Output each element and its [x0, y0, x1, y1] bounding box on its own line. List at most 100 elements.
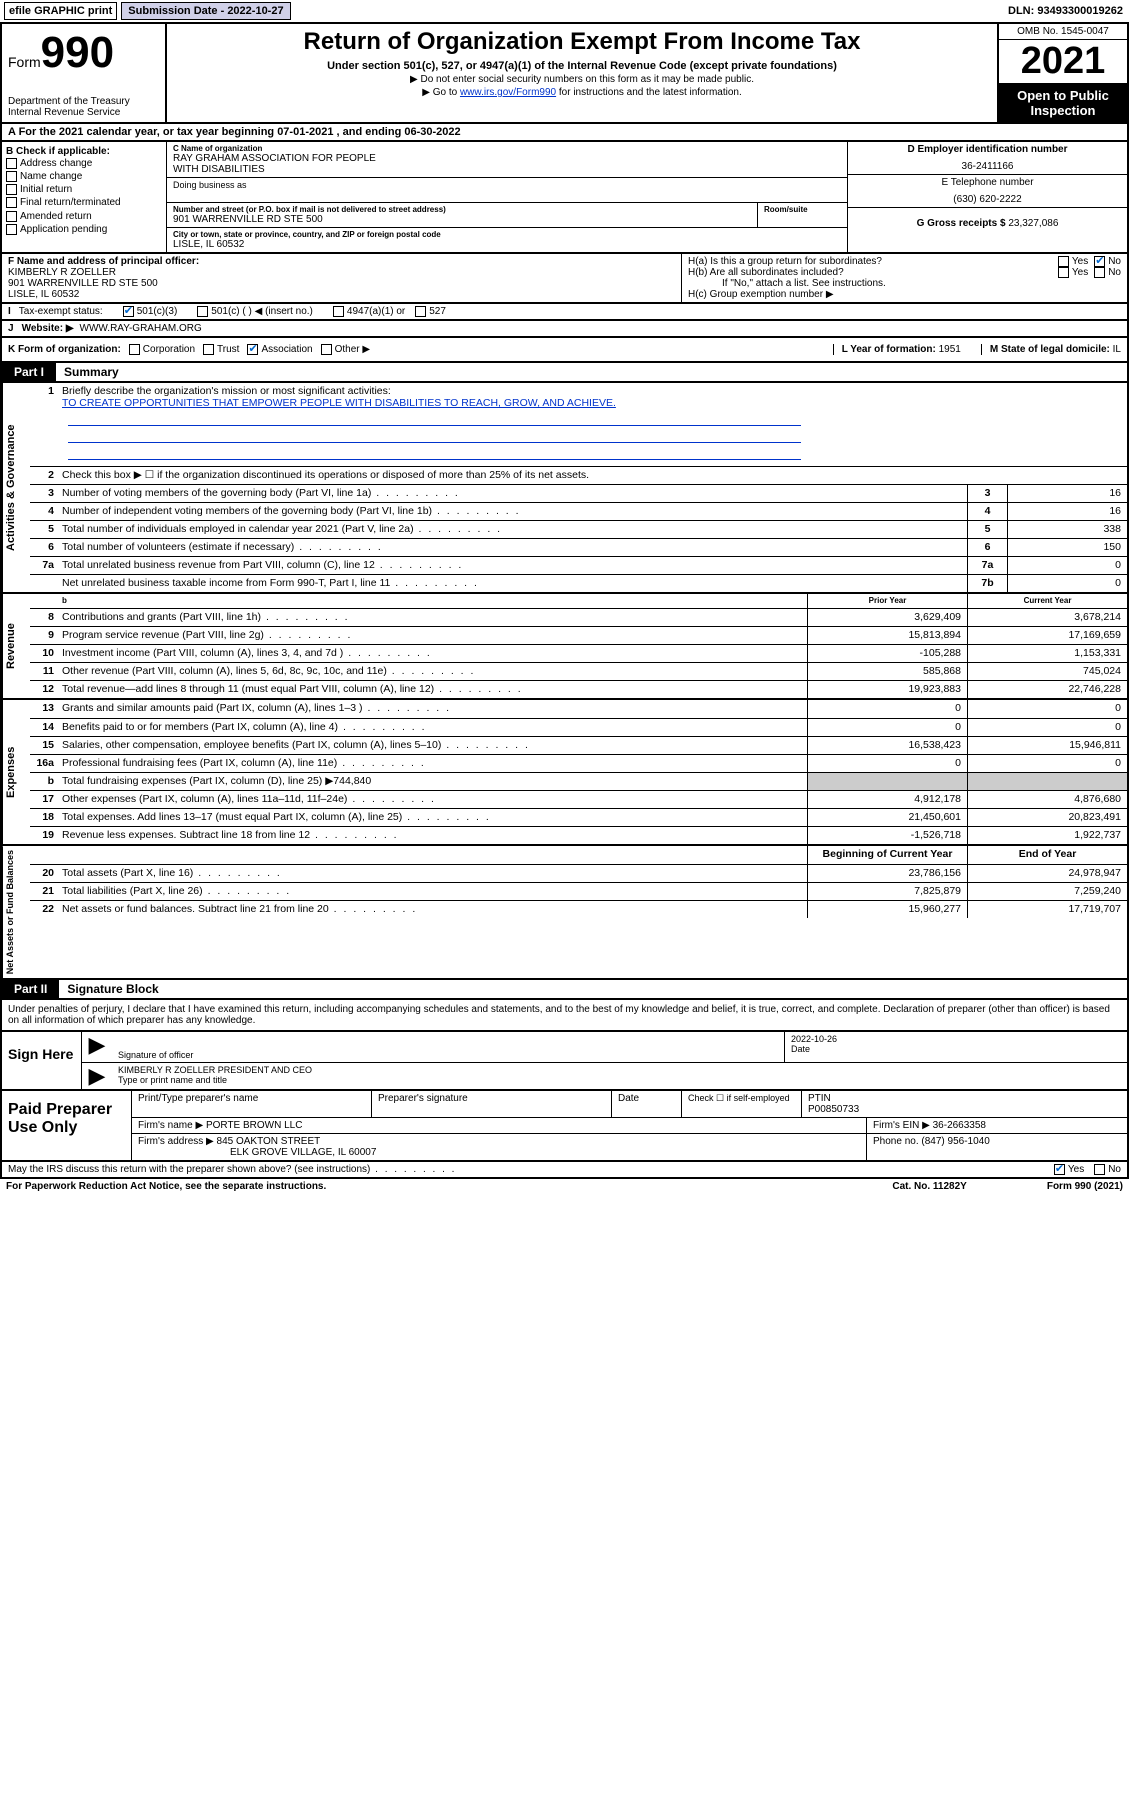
- mission-blank-lines: [62, 409, 807, 464]
- side-expenses: Expenses: [2, 700, 30, 844]
- line-num: 7a: [30, 557, 58, 574]
- phone-label: E Telephone number: [854, 177, 1121, 188]
- cb-address-change[interactable]: Address change: [6, 157, 162, 170]
- line-txt: Total fundraising expenses (Part IX, col…: [58, 773, 807, 790]
- opt-501c: 501(c) ( ) ◀ (insert no.): [211, 306, 313, 317]
- phone-value: (630) 620-2222: [854, 194, 1121, 205]
- line-num: 4: [30, 503, 58, 520]
- line-txt: Salaries, other compensation, employee b…: [58, 737, 807, 754]
- line-val: 150: [1007, 539, 1127, 556]
- hdr-prior-year: Prior Year: [807, 594, 967, 608]
- prep-self-hdr: Check ☐ if self-employed: [682, 1091, 802, 1117]
- line-txt: Total unrelated business revenue from Pa…: [58, 557, 967, 574]
- cb-initial-return[interactable]: Initial return: [6, 183, 162, 196]
- cb-527[interactable]: [415, 306, 426, 317]
- part-i-black: Part I: [2, 363, 56, 381]
- val-prior: 3,629,409: [807, 609, 967, 626]
- cb-final-return[interactable]: Final return/terminated: [6, 196, 162, 209]
- form-title: Return of Organization Exempt From Incom…: [173, 28, 991, 56]
- firm-addr2: ELK GROVE VILLAGE, IL 60007: [230, 1147, 376, 1158]
- line-2-txt: Check this box ▶ ☐ if the organization d…: [58, 467, 1127, 484]
- efile-label: efile GRAPHIC print: [4, 2, 117, 20]
- cb-pending[interactable]: Application pending: [6, 223, 162, 236]
- form-header-right: OMB No. 1545-0047 2021 Open to Public In…: [997, 24, 1127, 122]
- line-num: 12: [30, 681, 58, 698]
- mission-text[interactable]: TO CREATE OPPORTUNITIES THAT EMPOWER PEO…: [62, 397, 616, 409]
- sig-arrow-icon: ▶: [82, 1032, 112, 1062]
- firm-phone-label: Phone no.: [873, 1136, 919, 1147]
- h-a-label: H(a) Is this a group return for subordin…: [688, 256, 1058, 267]
- hb-no-cb[interactable]: [1094, 267, 1105, 278]
- discuss-yes-cb[interactable]: [1054, 1164, 1065, 1175]
- val-current: 0: [967, 755, 1127, 772]
- irs-link[interactable]: www.irs.gov/Form990: [460, 87, 556, 98]
- firm-ein-cell: Firm's EIN ▶ 36-2663358: [867, 1118, 1127, 1133]
- part-i-header: Part I Summary: [0, 363, 1129, 383]
- room-cell: Room/suite: [757, 203, 847, 228]
- line-box: 6: [967, 539, 1007, 556]
- net-row: 22 Net assets or fund balances. Subtract…: [30, 900, 1127, 918]
- dba-cell: Doing business as: [167, 178, 847, 203]
- ha-no-cb[interactable]: [1094, 256, 1105, 267]
- city-value: LISLE, IL 60532: [173, 239, 841, 250]
- firm-name: PORTE BROWN LLC: [206, 1120, 303, 1131]
- h-c-label: H(c) Group exemption number ▶: [688, 289, 1121, 300]
- cb-4947[interactable]: [333, 306, 344, 317]
- officer-name-title: KIMBERLY R ZOELLER PRESIDENT AND CEO: [118, 1065, 1121, 1075]
- exp-row: 14 Benefits paid to or for members (Part…: [30, 718, 1127, 736]
- prep-row-3: Firm's address ▶ 845 OAKTON STREET ELK G…: [132, 1134, 1127, 1160]
- line-num: 3: [30, 485, 58, 502]
- h-b-note: If "No," attach a list. See instructions…: [688, 278, 1121, 289]
- val-current: 3,678,214: [967, 609, 1127, 626]
- opt-assoc: Association: [261, 344, 312, 355]
- cb-trust[interactable]: [203, 344, 214, 355]
- val-prior: 0: [807, 700, 967, 718]
- line-txt: Investment income (Part VIII, column (A)…: [58, 645, 807, 662]
- gov-section: Activities & Governance 1 Briefly descri…: [0, 383, 1129, 594]
- row-m-value: IL: [1113, 344, 1121, 355]
- ha-yes-cb[interactable]: [1058, 256, 1069, 267]
- row-l: L Year of formation: 1951: [833, 344, 961, 355]
- subtitle-3: ▶ Go to www.irs.gov/Form990 for instruct…: [173, 87, 991, 98]
- room-label: Room/suite: [764, 205, 841, 214]
- ein-cell: D Employer identification number 36-2411…: [848, 142, 1127, 175]
- box-h: H(a) Is this a group return for subordin…: [682, 254, 1127, 302]
- paperwork-notice: For Paperwork Reduction Act Notice, see …: [6, 1181, 326, 1192]
- row-m: M State of legal domicile: IL: [981, 344, 1121, 355]
- city-label: City or town, state or province, country…: [173, 230, 841, 239]
- dba-label: Doing business as: [173, 180, 841, 190]
- sub3-pre: ▶ Go to: [422, 87, 460, 98]
- cb-other[interactable]: [321, 344, 332, 355]
- opt-4947: 4947(a)(1) or: [347, 306, 405, 317]
- line-box: 5: [967, 521, 1007, 538]
- line-val: 0: [1007, 557, 1127, 574]
- prep-right: Print/Type preparer's name Preparer's si…: [132, 1091, 1127, 1160]
- h-a-row: H(a) Is this a group return for subordin…: [688, 256, 1121, 267]
- cb-501c[interactable]: [197, 306, 208, 317]
- sig-officer-cell: Signature of officer: [112, 1032, 784, 1062]
- prep-ptin-cell: PTIN P00850733: [802, 1091, 1127, 1117]
- cb-amended[interactable]: Amended return: [6, 210, 162, 223]
- box-c: C Name of organization RAY GRAHAM ASSOCI…: [167, 142, 847, 252]
- discuss-label: May the IRS discuss this return with the…: [8, 1164, 456, 1175]
- line-txt: Other expenses (Part IX, column (A), lin…: [58, 791, 807, 808]
- hb-yes-cb[interactable]: [1058, 267, 1069, 278]
- tax-year-line: A For the 2021 calendar year, or tax yea…: [0, 124, 1129, 142]
- exp-row: 13 Grants and similar amounts paid (Part…: [30, 700, 1127, 718]
- addr-label: Number and street (or P.O. box if mail i…: [173, 205, 751, 214]
- cb-assoc[interactable]: [247, 344, 258, 355]
- open-to-public: Open to Public Inspection: [999, 84, 1127, 122]
- line-num: 18: [30, 809, 58, 826]
- cb-501c3[interactable]: [123, 306, 134, 317]
- part-ii-header: Part II Signature Block: [0, 980, 1129, 1000]
- rev-row: 12 Total revenue—add lines 8 through 11 …: [30, 680, 1127, 698]
- opt-trust: Trust: [217, 344, 239, 355]
- cb-corp[interactable]: [129, 344, 140, 355]
- val-current: 745,024: [967, 663, 1127, 680]
- entity-block: B Check if applicable: Address change Na…: [0, 142, 1129, 254]
- cat-no: Cat. No. 11282Y: [892, 1181, 966, 1192]
- net-hdr: Beginning of Current Year End of Year: [30, 846, 1127, 864]
- discuss-no-cb[interactable]: [1094, 1164, 1105, 1175]
- form-number: Form990: [8, 28, 159, 78]
- cb-name-change[interactable]: Name change: [6, 170, 162, 183]
